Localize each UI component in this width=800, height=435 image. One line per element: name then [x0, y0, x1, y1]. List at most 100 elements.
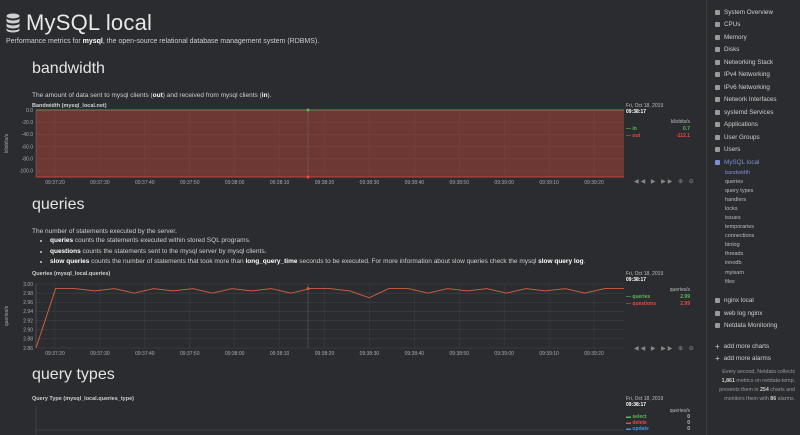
- add-alarms-label: add more alarms: [723, 355, 771, 363]
- series-name: delete: [632, 420, 647, 426]
- legend-series-questions[interactable]: — questions 2.99: [626, 301, 690, 307]
- main-content: MySQL local Performance metrics for mysq…: [0, 0, 706, 435]
- y-tick-label: 2.92: [23, 318, 33, 324]
- series-value: 0: [687, 426, 690, 432]
- sidebar-subitem[interactable]: innodb: [725, 260, 742, 267]
- add-more-alarms-link[interactable]: + add more alarms: [715, 353, 777, 366]
- x-tick-label: 09:38:10: [270, 351, 290, 357]
- bullet-text: seconds to be executed. For more informa…: [297, 258, 539, 265]
- sidebar-subitem[interactable]: myisam: [725, 269, 744, 276]
- legend-series-queries[interactable]: — queries 2.99: [626, 294, 690, 300]
- footer-text: alarms.: [776, 396, 795, 402]
- menu-item-icon: [715, 9, 720, 15]
- x-tick-label: 09:38:50: [450, 180, 470, 186]
- sidebar-item[interactable]: Network Interfaces: [715, 94, 777, 107]
- sidebar: System Overview CPUs Memory Disks Networking…: [706, 0, 800, 435]
- legend-series-delete[interactable]: ▬ delete 0: [626, 420, 690, 426]
- subtitle-suffix: , the open-source relational database ma…: [102, 38, 320, 45]
- app-title: MySQL local: [26, 10, 153, 35]
- queries-chart[interactable]: 3.00 2.98 2.96 2.94 2.92 2.90 2.88 2.86 09:37:20…: [0, 271, 700, 361]
- menu-item-icon: [715, 159, 720, 165]
- queries-description: The number of statements executed by the…: [32, 228, 177, 235]
- sidebar-item[interactable]: User Groups: [715, 131, 777, 144]
- sidebar-subitem[interactable]: threads: [725, 251, 744, 258]
- sidebar-item-label: nginx local: [724, 297, 754, 305]
- legend-date: Fri, Oct 18, 2019: [626, 396, 664, 402]
- sidebar-item[interactable]: Users: [715, 144, 777, 157]
- sidebar-subitem[interactable]: bandwidth: [725, 169, 751, 176]
- desc-bold: out: [152, 92, 163, 99]
- x-tick-label: 09:39:00: [494, 180, 514, 186]
- footer-text: metrics on netdata-temp, presents them i…: [719, 378, 795, 393]
- sidebar-item[interactable]: Disks: [715, 44, 777, 57]
- sidebar-subitem[interactable]: locks: [725, 205, 738, 212]
- sidebar-item[interactable]: systemd Services: [715, 106, 777, 119]
- sidebar-subitem[interactable]: temporaries: [725, 224, 755, 231]
- y-tick-label: -60.0: [22, 144, 34, 150]
- x-tick-label: 09:39:10: [539, 180, 559, 186]
- sidebar-item-label: Memory: [724, 33, 747, 41]
- series-line-questions: [35, 288, 624, 349]
- legend-series-update[interactable]: ▬ update 0: [626, 426, 690, 432]
- y-tick-label: 2.86: [23, 346, 33, 352]
- series-value: 2.99: [680, 294, 690, 300]
- series-name: out: [632, 133, 641, 139]
- sidebar-item[interactable]: Applications: [715, 119, 777, 132]
- sidebar-item-label: systemd Services: [724, 108, 774, 116]
- sidebar-subitem[interactable]: files: [725, 278, 735, 285]
- bandwidth-chart[interactable]: 0.0 -20.0 -40.0 -60.0 -80.0 -100.0 09:37:20 09:…: [0, 103, 700, 190]
- legend-series-select[interactable]: ▬ select 0: [626, 414, 690, 420]
- sidebar-item[interactable]: CPUs: [715, 19, 777, 32]
- sidebar-subitem[interactable]: connections: [725, 233, 755, 240]
- plus-icon: +: [715, 341, 720, 351]
- sidebar-subitem[interactable]: binlog: [725, 242, 740, 249]
- sidebar-item[interactable]: nginx local: [715, 295, 777, 308]
- menu-item-icon: [715, 134, 720, 140]
- series-line-icon: —: [626, 294, 631, 300]
- query-types-chart[interactable]: [0, 402, 700, 435]
- queries-chart-controls[interactable]: ◀◀ ▶ ▶▶ ⊕ ⊖: [634, 346, 696, 352]
- sidebar-item[interactable]: Networking Stack: [715, 56, 777, 69]
- series-value: 2.99: [680, 301, 690, 307]
- x-tick-label: 09:38:10: [270, 180, 290, 186]
- legend-series-name: ▬ select: [626, 414, 647, 420]
- sidebar-item[interactable]: web log nginx: [715, 307, 777, 320]
- series-area-out: [36, 110, 624, 177]
- sidebar-item[interactable]: IPv6 Networking: [715, 81, 777, 94]
- legend-series-in[interactable]: — in 0.7: [626, 126, 690, 132]
- bullet-bold: long_query_time: [245, 258, 298, 265]
- x-tick-label: 09:39:10: [539, 351, 559, 357]
- sidebar-item[interactable]: MySQL local: [715, 156, 777, 169]
- x-tick-label: 09:37:30: [90, 351, 110, 357]
- sidebar-item[interactable]: Netdata Monitoring: [715, 320, 777, 333]
- legend-series-out[interactable]: — out -112.1: [626, 133, 690, 139]
- sidebar-item-label: Applications: [724, 121, 758, 129]
- legend-time: 09:38:17: [626, 277, 647, 283]
- menu-item-icon: [715, 147, 720, 153]
- y-tick-label: 2.96: [23, 300, 33, 306]
- sidebar-subitem[interactable]: queries: [725, 178, 744, 185]
- x-tick-label: 09:38:00: [225, 351, 245, 357]
- sidebar-item[interactable]: IPv4 Networking: [715, 69, 777, 82]
- sidebar-item-label: CPUs: [724, 21, 741, 29]
- spacer: [715, 332, 777, 340]
- sidebar-subitem[interactable]: issues: [725, 214, 741, 221]
- sidebar-subitem[interactable]: query types: [725, 187, 754, 194]
- footer-text: Every second, Netdata collects: [722, 369, 795, 375]
- menu-item-icon: [715, 122, 720, 128]
- legend-time: 09:38:17: [626, 402, 647, 408]
- menu-item-icon: [715, 72, 720, 78]
- bullet-slow-queries: slow queries counts the number of statem…: [50, 257, 585, 268]
- sidebar-item[interactable]: System Overview: [715, 6, 777, 19]
- bandwidth-chart-controls[interactable]: ◀◀ ▶ ▶▶ ⊕ ⊖: [634, 179, 696, 185]
- sidebar-items-2: nginx local web log nginx Netdata Monitori…: [715, 295, 777, 333]
- bullet-text: counts the number of statements that too…: [89, 258, 246, 265]
- bullet-questions: questions counts the statements sent to …: [50, 247, 585, 258]
- add-more-charts-link[interactable]: + add more charts: [715, 340, 777, 353]
- series-name: in: [632, 126, 637, 132]
- sidebar-item[interactable]: Memory: [715, 31, 777, 44]
- series-name: questions: [632, 301, 657, 307]
- sidebar-subitem[interactable]: handlers: [725, 196, 747, 203]
- sidebar-items: System Overview CPUs Memory Disks Networking…: [715, 6, 777, 169]
- desc-text: ).: [267, 92, 272, 99]
